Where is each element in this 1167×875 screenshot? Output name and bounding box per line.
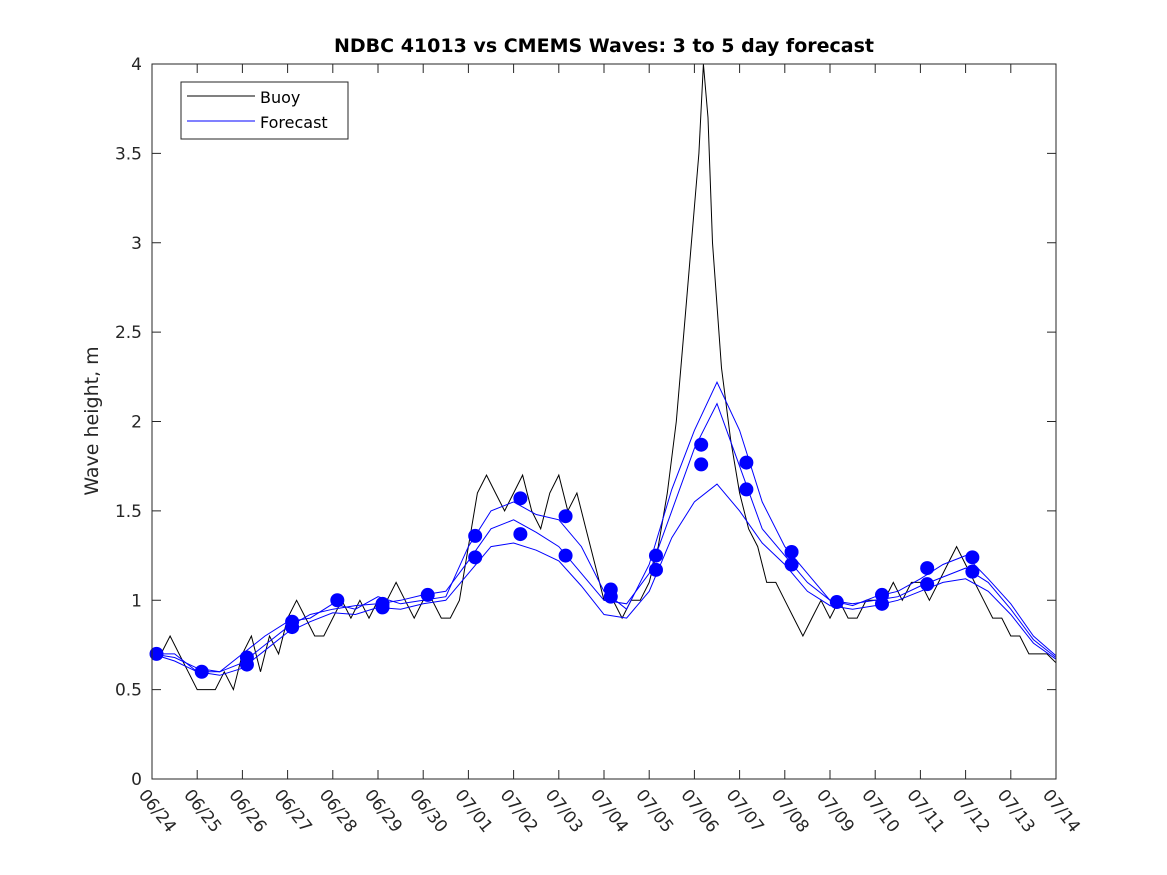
forecast-marker [468,528,483,543]
forecast-marker [239,657,254,672]
legend-box [180,81,349,140]
forecast-marker [784,557,799,572]
forecast-marker [603,589,618,604]
forecast-marker [965,550,980,565]
y-tick-label: 2 [131,413,142,433]
forecast-marker [965,564,980,579]
forecast-marker [920,577,935,592]
forecast-marker [285,620,300,635]
forecast-marker [920,561,935,576]
forecast-marker [513,491,528,506]
forecast-marker [194,664,209,679]
forecast-marker [694,457,709,472]
series-line-3 [151,483,1057,676]
forecast-marker [468,550,483,565]
forecast-marker [694,437,709,452]
series-line-1 [152,402,1057,673]
forecast-marker [648,548,663,563]
forecast-marker [739,482,754,497]
forecast-marker [149,646,164,661]
y-tick-label: 2.5 [115,323,142,343]
forecast-marker [874,596,889,611]
plot-area [149,63,1057,692]
chart-title: NDBC 41013 vs CMEMS Waves: 3 to 5 day fo… [334,35,874,57]
legend-forecast-label: Forecast [260,113,328,132]
forecast-marker [330,593,345,608]
forecast-marker [558,509,573,524]
forecast-marker [513,527,528,542]
y-tick-label: 4 [131,55,142,75]
forecast-marker [829,595,844,610]
y-tick-label: 0.5 [115,681,142,701]
y-axis-label: Wave height, m [81,346,103,495]
series-line-2 [151,381,1057,673]
forecast-marker [375,600,390,615]
y-tick-label: 3 [131,234,142,254]
forecast-marker [558,548,573,563]
legend-buoy-label: Buoy [260,88,300,107]
y-tick-label: 3.5 [115,144,142,164]
forecast-marker [648,562,663,577]
legend: Buoy Forecast [180,81,349,140]
y-tick-label: 0 [131,770,142,790]
forecast-marker [739,455,754,470]
forecast-marker [784,544,799,559]
y-tick-label: 1.5 [115,502,142,522]
forecast-marker [420,587,435,602]
y-tick-label: 1 [131,591,142,611]
